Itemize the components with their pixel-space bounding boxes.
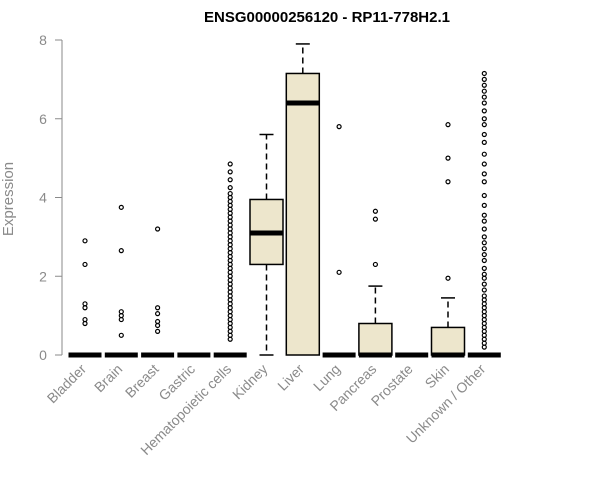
outlier-point [481, 131, 487, 138]
outlier-point [481, 265, 487, 271]
outlier-point [481, 281, 487, 287]
outlier-point [481, 70, 487, 77]
x-category-label: Bladder [44, 361, 90, 407]
box-unknown-other [467, 70, 501, 358]
box-liver [285, 43, 321, 356]
outlier-point [481, 139, 487, 145]
y-tick-label: 0 [39, 347, 47, 363]
outlier-point [481, 344, 487, 350]
outlier-point [155, 226, 161, 232]
outlier-point [481, 82, 487, 88]
outlier-point [481, 161, 487, 167]
outlier-point [118, 332, 124, 338]
outlier-point [481, 287, 487, 293]
outlier-point [481, 94, 487, 100]
x-category-label: Skin [422, 361, 453, 392]
outlier-point [227, 161, 233, 167]
box-hematopoietic-cells [213, 161, 247, 358]
iqr-box [430, 326, 466, 356]
outlier-point [481, 251, 487, 258]
outlier-point [481, 226, 487, 232]
box-breast [141, 226, 175, 358]
box-bladder [68, 238, 102, 358]
y-tick-label: 6 [39, 111, 47, 127]
y-tick-label: 2 [39, 268, 47, 284]
plot-area [68, 43, 501, 358]
outlier-point [481, 192, 487, 199]
outlier-point [481, 151, 487, 157]
outlier-point [155, 305, 161, 311]
y-axis: 0 2 4 6 8 [39, 32, 63, 363]
outlier-point [445, 179, 451, 185]
outlier-point [155, 311, 161, 317]
outlier-point [481, 116, 487, 122]
outlier-point [372, 208, 378, 214]
outlier-point [481, 179, 487, 185]
box-kidney [249, 133, 284, 356]
outlier-point [445, 122, 451, 128]
outlier-point [227, 177, 233, 183]
outlier-point [481, 240, 487, 246]
outlier-point [481, 108, 487, 114]
x-category-label: Lung [310, 361, 343, 394]
y-tick-label: 4 [39, 190, 47, 206]
iqr-box [285, 72, 321, 356]
outlier-point [481, 88, 487, 94]
box-skin [430, 122, 466, 358]
outlier-point [118, 248, 124, 254]
outlier-point [82, 238, 88, 244]
outlier-point [481, 100, 487, 106]
x-category-label: Breast [122, 361, 162, 401]
outlier-point [227, 185, 233, 191]
outlier-point [481, 218, 487, 224]
outlier-point [481, 212, 487, 218]
x-category-label: Liver [274, 361, 307, 394]
outlier-point [372, 216, 378, 222]
outlier-point [155, 328, 161, 334]
outlier-point [155, 322, 161, 329]
outlier-point [118, 316, 124, 323]
outlier-point [481, 246, 487, 252]
chart-title: ENSG00000256120 - RP11-778H2.1 [204, 9, 450, 26]
outlier-point [336, 269, 342, 275]
outlier-point [227, 169, 233, 175]
outlier-point [445, 155, 451, 161]
box-pancreas [358, 208, 393, 358]
outlier-point [82, 261, 88, 268]
outlier-point [336, 124, 342, 130]
outlier-point [481, 202, 487, 208]
y-axis-label: Expression [0, 162, 17, 236]
y-tick-label: 8 [39, 32, 47, 48]
outlier-point [82, 320, 88, 327]
outlier-point [481, 76, 487, 82]
iqr-box [358, 322, 393, 356]
x-category-label: Brain [91, 361, 125, 395]
outlier-point [481, 171, 487, 177]
outlier-point [481, 234, 487, 240]
outlier-point [227, 336, 233, 342]
outlier-point [481, 122, 487, 128]
x-category-label: Kidney [229, 361, 271, 403]
box-brain [104, 204, 138, 358]
outlier-point [372, 261, 378, 268]
outlier-point [118, 204, 124, 210]
outlier-point [481, 275, 487, 281]
outlier-point [445, 275, 451, 281]
outlier-point [481, 257, 487, 264]
outlier-point [82, 305, 88, 311]
box-lung [322, 124, 356, 358]
